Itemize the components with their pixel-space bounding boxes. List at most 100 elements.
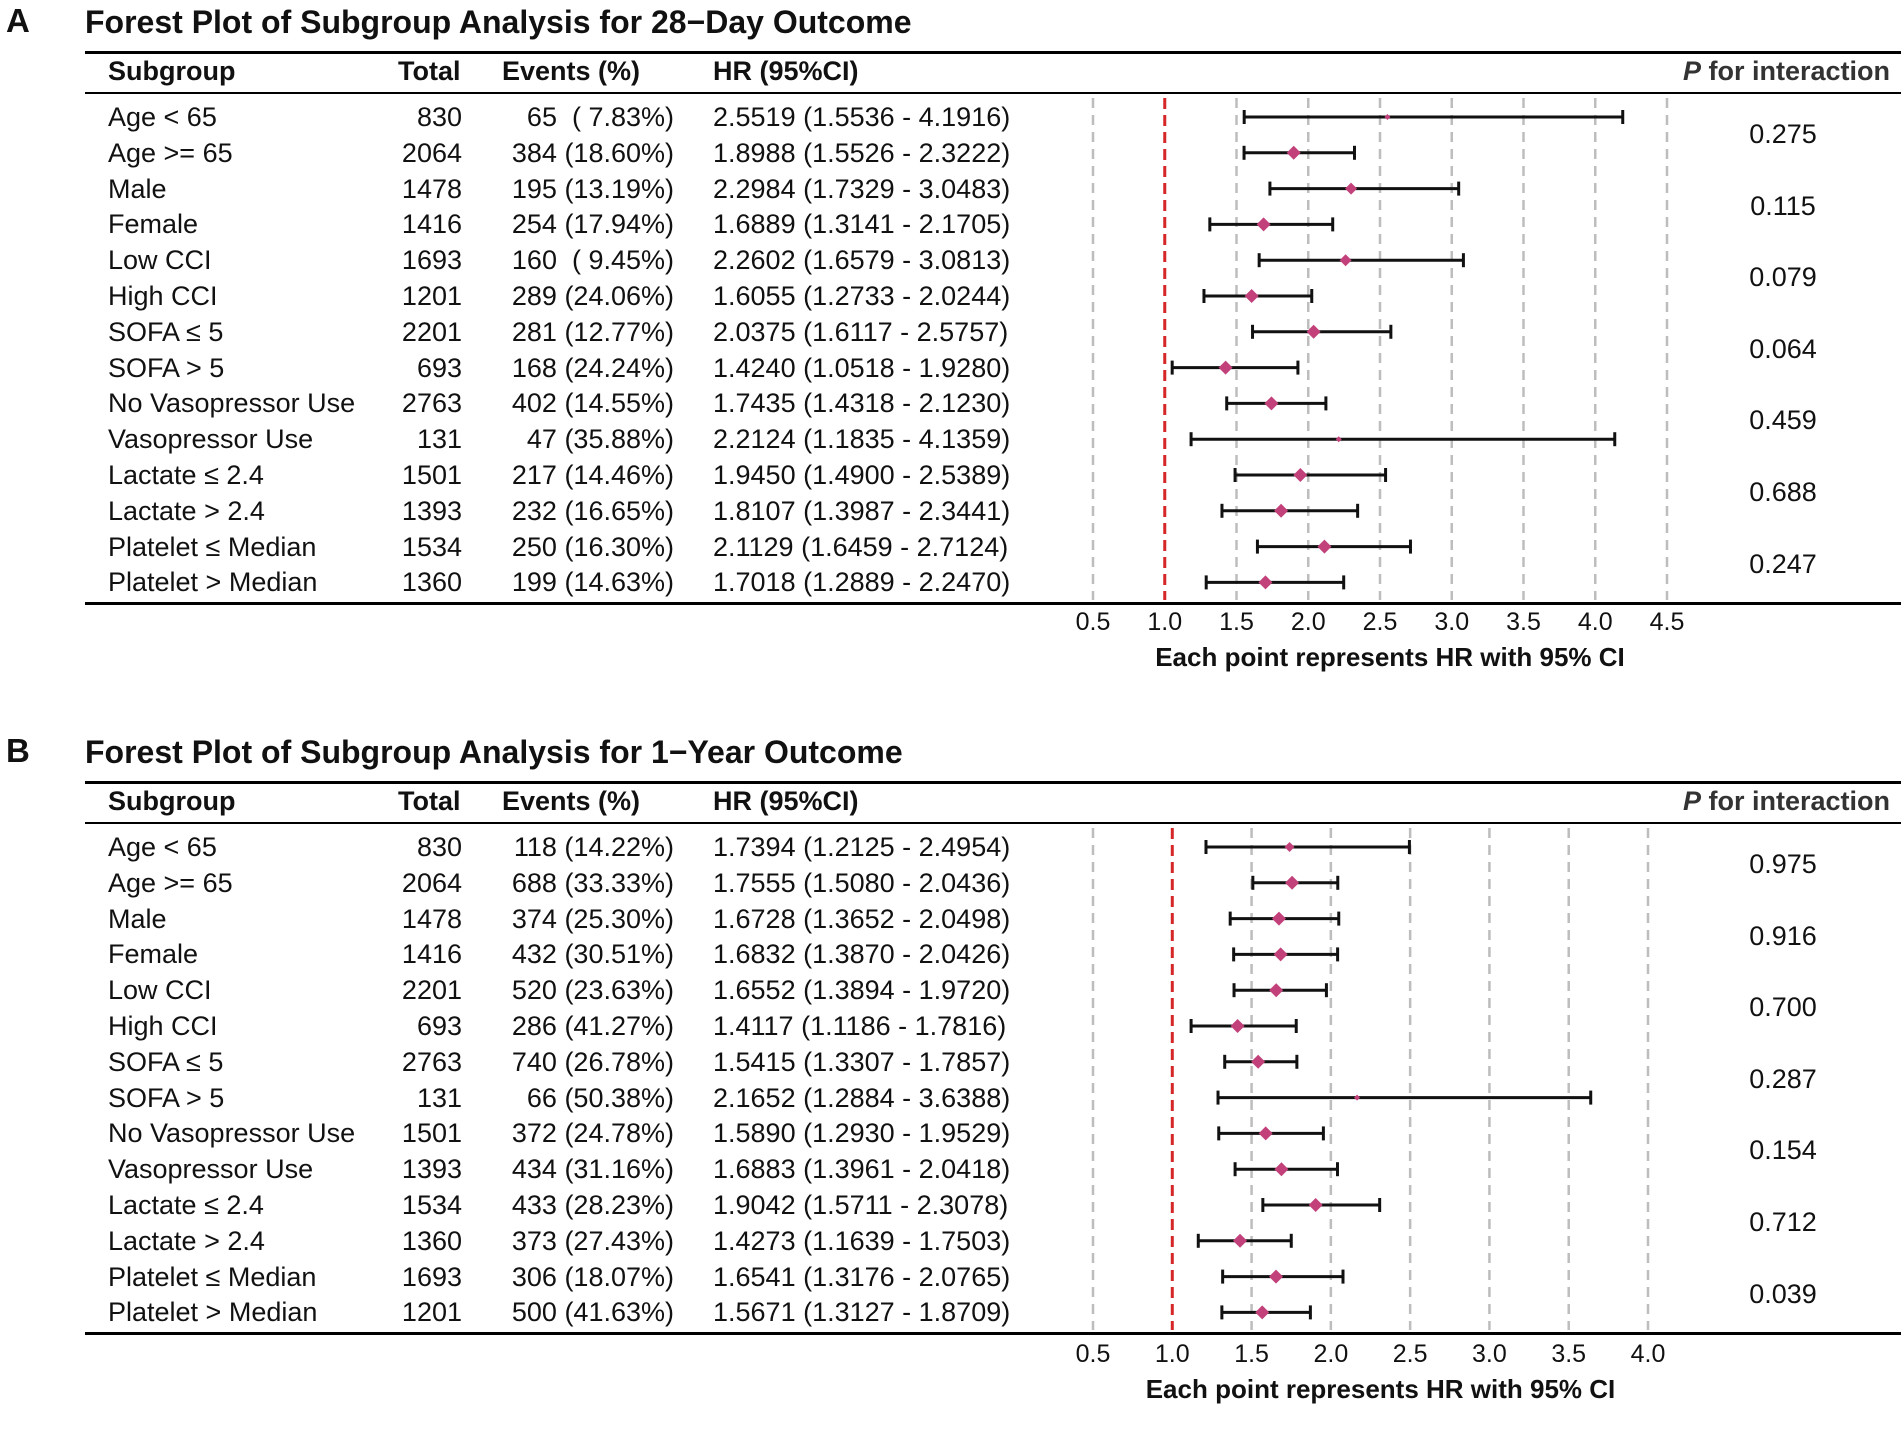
ci-row: [1220, 1305, 1312, 1320]
hr-point: [1256, 217, 1271, 232]
total-cell: 1501: [401, 460, 462, 490]
hr-cell: 2.1652 (1.2884 - 3.6388): [713, 1082, 1011, 1113]
ci-row: [1233, 1162, 1339, 1177]
table-row: High CCI 1201 289 (24.06%) 1.6055 (1.2733 -…: [0, 278, 1902, 314]
hr-cell: 1.5890 (1.2930 - 1.9529): [713, 1118, 1011, 1149]
total-cell: 1393: [401, 495, 462, 526]
hr-cell: 1.6552 (1.3894 - 1.9720): [713, 975, 1011, 1006]
table-row: Vasopressor Use 131 47 (35.88%) 2.2124 (1.1…: [0, 421, 1902, 457]
p-value: 0.688: [1749, 476, 1817, 507]
events-cell: 520 (23.63%): [511, 975, 674, 1006]
subgroup-cell: Platelet > Median: [108, 1297, 318, 1328]
table-row: Female 1416 254 (17.94%) 1.6889 (1.3141 - 2…: [0, 206, 1902, 242]
hr-point: [1384, 114, 1391, 120]
subgroup-cell: Lactate > 2.4: [108, 495, 265, 526]
events-cell: 286 (41.27%): [511, 1011, 674, 1041]
table-row: SOFA > 5 131 66 (50.38%) 2.1652 (1.2884 - 3…: [0, 1080, 1902, 1116]
x-tick-label: 0.5: [1076, 1340, 1111, 1368]
hr-cell: 2.2124 (1.1835 - 4.1359): [713, 424, 1011, 455]
x-axis-title: Each point represents HR with 95% CI: [1155, 642, 1625, 672]
ci-row: [1204, 575, 1346, 590]
header-total: Total: [398, 56, 461, 86]
p-value: 0.115: [1750, 190, 1816, 221]
hr-cell: 1.4117 (1.1186 - 1.7816): [713, 1011, 1007, 1041]
total-cell: 1201: [401, 281, 462, 311]
hr-point: [1345, 182, 1358, 195]
hr-point: [1233, 1233, 1248, 1248]
total-cell: 1360: [401, 567, 462, 598]
events-cell: 306 (18.07%): [511, 1261, 674, 1292]
hr-cell: 1.5415 (1.3307 - 1.7857): [713, 1046, 1011, 1077]
ci-row: [1221, 1269, 1345, 1284]
table-row: SOFA > 5 693 168 (24.24%) 1.4240 (1.0518 - …: [0, 350, 1902, 386]
forest-plot: 0.5 1.0 1.5 2.0 2.5 3.0 3.5 4.0 4.5 Each point re…: [1076, 98, 1684, 672]
ci-row: [1257, 253, 1465, 268]
hr-cell: 1.9450 (1.4900 - 2.5389): [713, 460, 1011, 490]
events-cell: 250 (16.30%): [511, 531, 674, 562]
ci-row: [1233, 468, 1388, 482]
ci-row: [1170, 360, 1300, 375]
events-cell: 384 (18.60%): [511, 137, 674, 168]
subgroup-cell: SOFA > 5: [108, 1082, 225, 1113]
hr-cell: 1.7555 (1.5080 - 2.0436): [713, 867, 1011, 898]
subgroup-cell: Lactate ≤ 2.4: [108, 460, 264, 490]
bottom-rule: [85, 602, 1901, 605]
x-tick-label: 3.0: [1434, 608, 1469, 636]
p-value: 0.079: [1749, 262, 1817, 293]
header-p-interaction: P for interaction: [1682, 56, 1890, 86]
p-value: 0.287: [1749, 1063, 1817, 1094]
hr-point: [1269, 1269, 1284, 1284]
header-rule: [85, 92, 1901, 94]
forest-plot: 0.5 1.0 1.5 2.0 2.5 3.0 3.5 4.0 Each point repre…: [1076, 828, 1665, 1404]
total-cell: 1416: [401, 209, 462, 240]
hr-cell: 2.2984 (1.7329 - 3.0483): [713, 173, 1011, 204]
x-tick-label: 2.5: [1363, 608, 1398, 636]
events-cell: 160 ( 9.45%): [511, 245, 674, 276]
table-row: Age < 65 830 65 ( 7.83%) 2.5519 (1.5536 - 4…: [0, 99, 1902, 135]
table-row: Lactate > 2.4 1360 373 (27.43%) 1.4273 (1.1…: [0, 1223, 1902, 1259]
events-cell: 47 (35.88%): [526, 424, 674, 455]
table-row: Lactate ≤ 2.4 1501 217 (14.46%) 1.9450 (1.4…: [0, 457, 1902, 493]
table-row: Lactate ≤ 2.4 1534 433 (28.23%) 1.9042 (1.5…: [0, 1187, 1902, 1223]
subgroup-cell: High CCI: [108, 1011, 218, 1041]
hr-cell: 1.6541 (1.3176 - 2.0765): [713, 1261, 1011, 1292]
table-row: Platelet ≤ Median 1693 306 (18.07%) 1.6541 …: [0, 1259, 1902, 1295]
total-cell: 693: [416, 352, 462, 383]
hr-cell: 1.6889 (1.3141 - 2.1705): [713, 209, 1011, 240]
events-cell: 432 (30.51%): [511, 939, 674, 970]
table-row: Low CCI 2201 520 (23.63%) 1.6552 (1.3894 - …: [0, 972, 1902, 1008]
total-cell: 1693: [401, 1261, 462, 1292]
events-cell: 374 (25.30%): [511, 903, 674, 934]
subgroup-cell: Male: [108, 173, 167, 204]
ci-row: [1204, 840, 1411, 854]
header-hr: HR (95%CI): [713, 786, 859, 816]
table-row: SOFA ≤ 5 2763 740 (26.78%) 1.5415 (1.3307 -…: [0, 1044, 1902, 1080]
header-hr: HR (95%CI): [713, 56, 859, 86]
hr-point: [1286, 145, 1301, 160]
ci-row: [1220, 503, 1360, 518]
ci-row: [1217, 1126, 1325, 1141]
total-cell: 1360: [401, 1225, 462, 1256]
x-tick-label: 2.5: [1393, 1340, 1428, 1368]
table-row: No Vasopressor Use 1501 372 (24.78%) 1.5890…: [0, 1115, 1902, 1151]
table-row: Age >= 65 2064 688 (33.33%) 1.7555 (1.5080 …: [0, 865, 1902, 901]
subgroup-cell: Female: [108, 209, 199, 240]
hr-cell: 2.1129 (1.6459 - 2.7124): [713, 531, 1009, 562]
total-cell: 131: [416, 1082, 462, 1113]
ci-row: [1251, 324, 1393, 339]
subgroup-cell: Age >= 65: [108, 867, 233, 898]
hr-cell: 2.0375 (1.6117 - 2.5757): [713, 316, 1009, 347]
ci-row: [1189, 1019, 1298, 1033]
subgroup-cell: Age >= 65: [108, 137, 233, 168]
table-row: Platelet > Median 1201 500 (41.63%) 1.5671 …: [0, 1294, 1902, 1330]
total-cell: 1393: [401, 1154, 462, 1185]
total-cell: 2201: [401, 975, 462, 1006]
p-value: 0.247: [1749, 548, 1817, 579]
subgroup-cell: Vasopressor Use: [108, 1154, 314, 1185]
ci-row: [1228, 911, 1341, 926]
chart-title: Forest Plot of Subgroup Analysis for 1−Y…: [85, 734, 903, 770]
events-cell: 372 (24.78%): [511, 1118, 674, 1149]
total-cell: 1478: [401, 903, 462, 934]
subgroup-cell: Lactate > 2.4: [108, 1225, 265, 1256]
events-cell: 740 (26.78%): [511, 1046, 674, 1077]
